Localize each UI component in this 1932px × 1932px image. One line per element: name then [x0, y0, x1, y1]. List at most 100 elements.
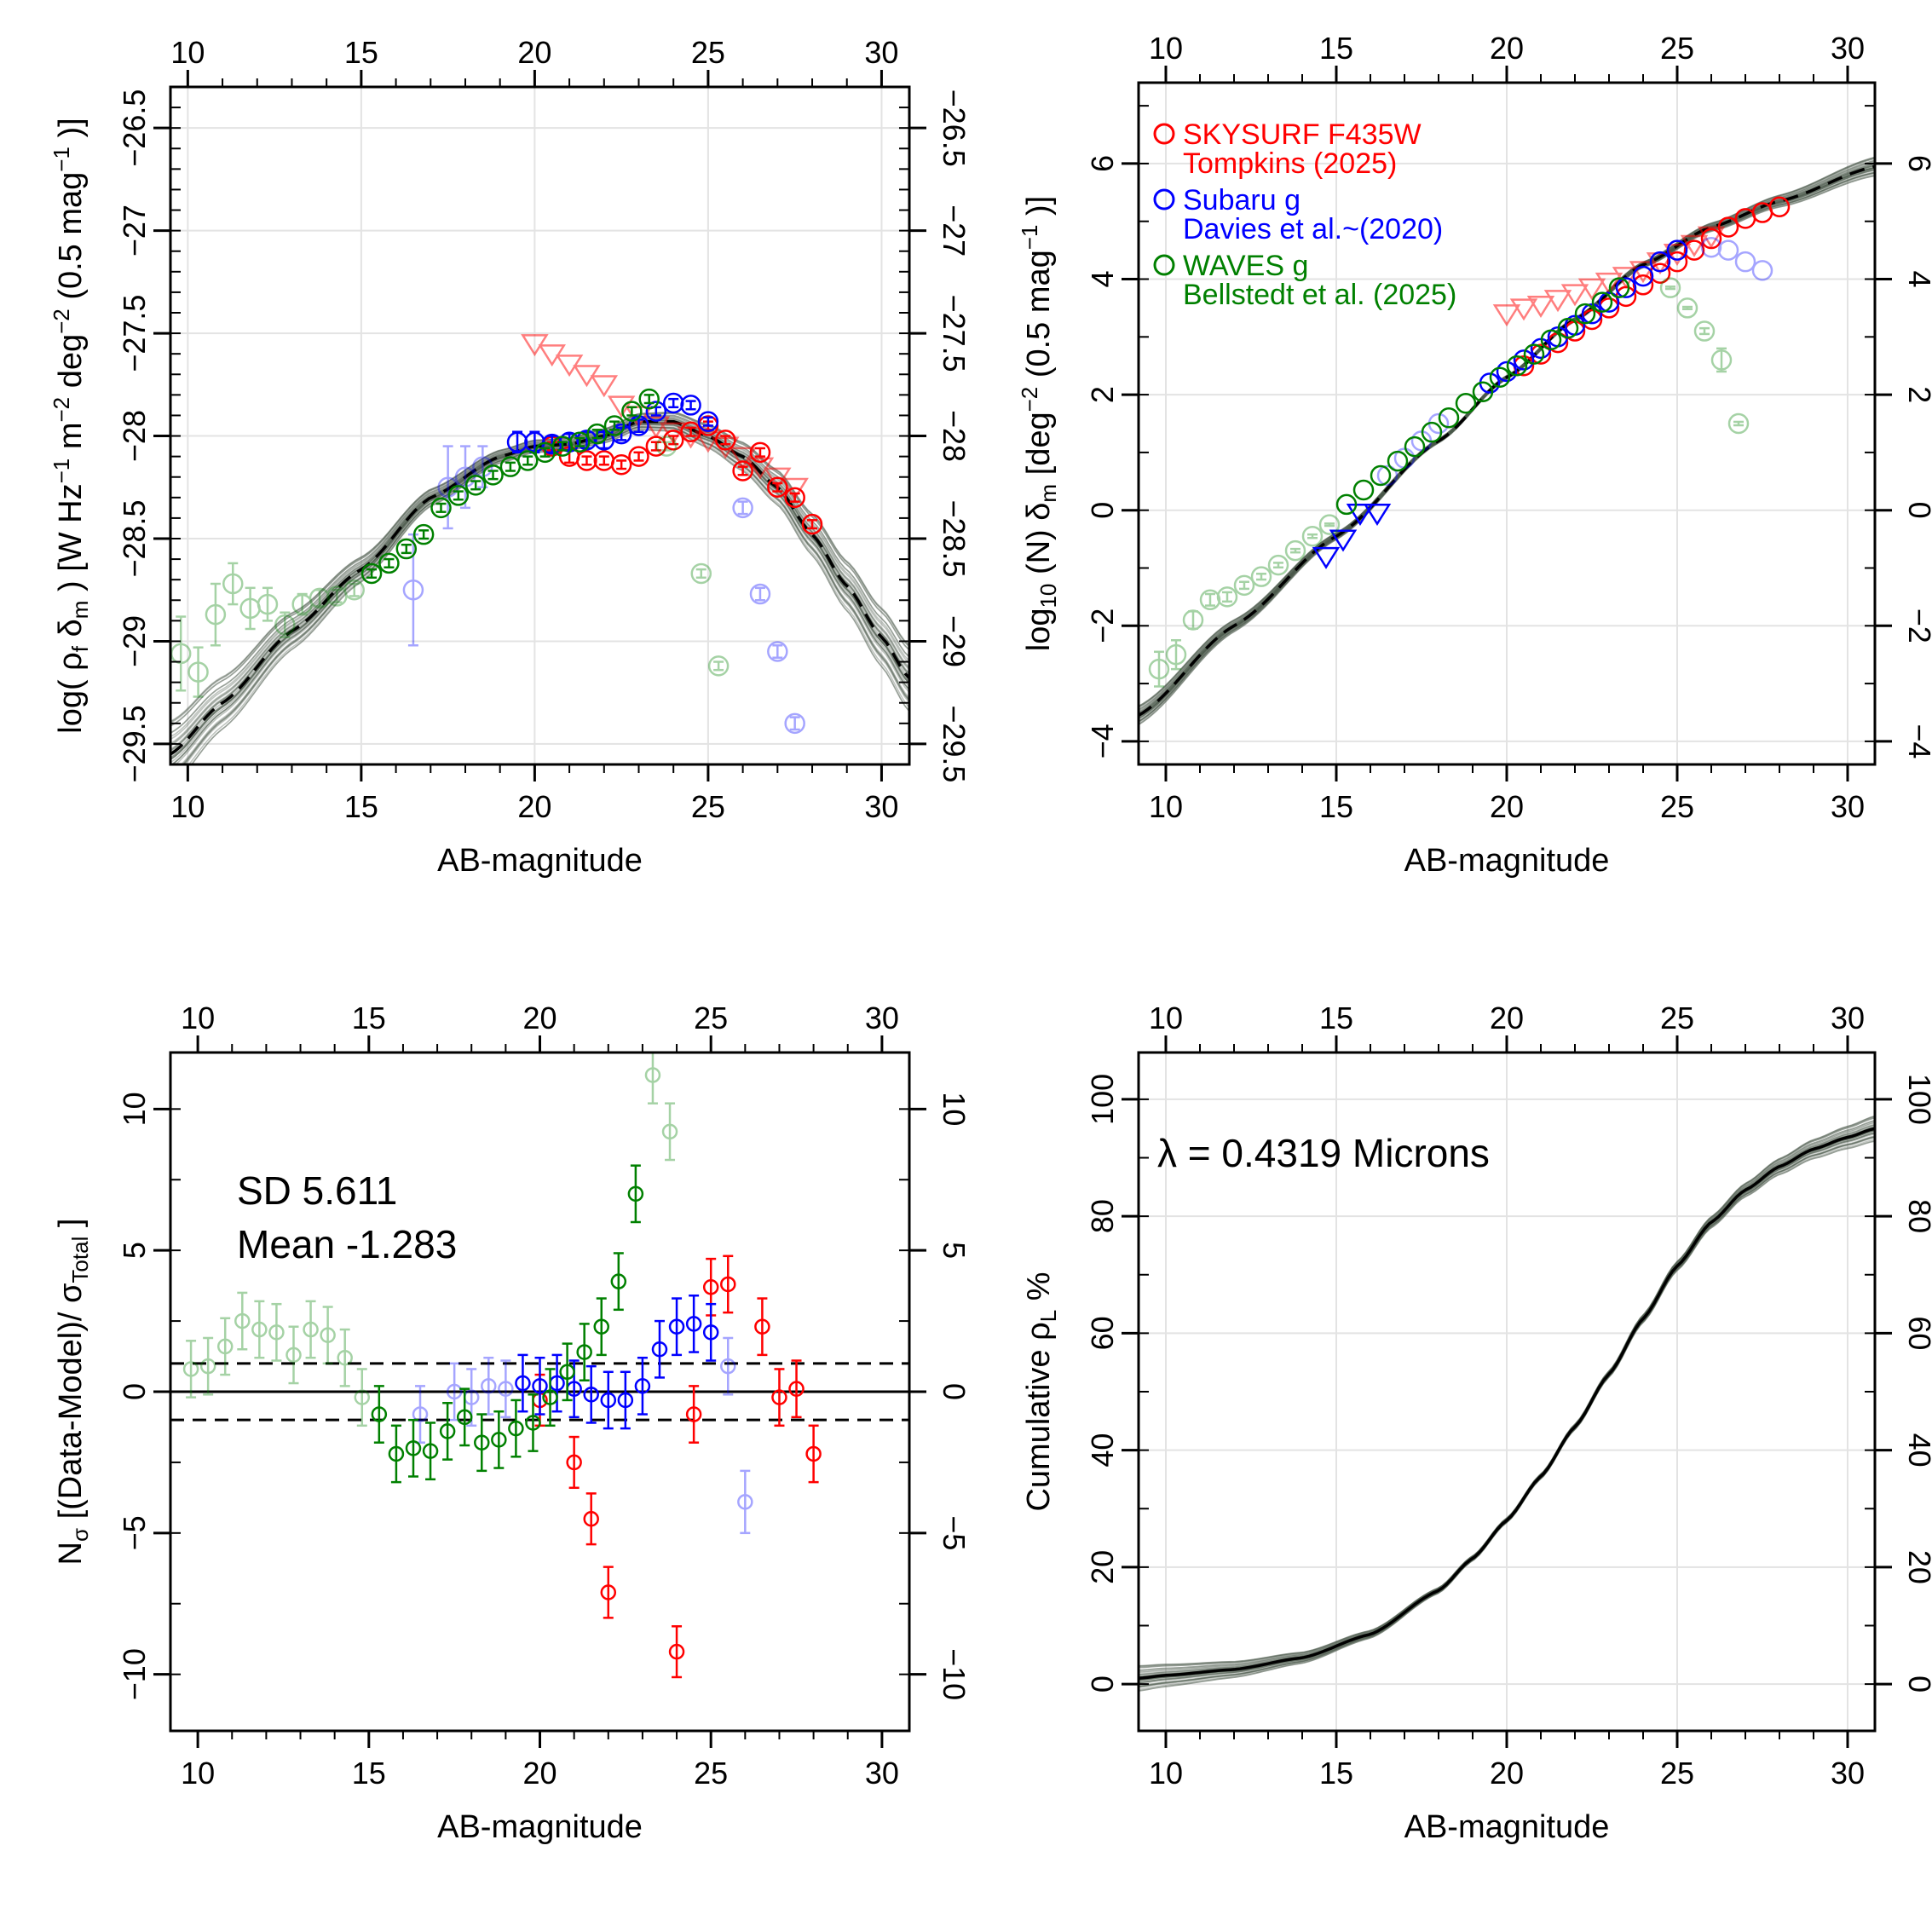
- x-tick-label-top: 10: [170, 35, 205, 70]
- data-point-limit: [781, 477, 809, 500]
- data-point: [634, 1378, 651, 1394]
- x-tick-label: 30: [865, 1756, 899, 1791]
- x-tick-label: 20: [517, 789, 551, 824]
- data-point: [685, 1406, 702, 1422]
- x-tick-label-top: 10: [1149, 31, 1183, 66]
- data-point: [749, 583, 771, 605]
- legend: SKYSURF F435W Tompkins (2025) Subaru g D…: [1153, 118, 1456, 311]
- y-axis-label-part: log: [1021, 608, 1057, 652]
- y-tick-label-right: 5: [937, 1242, 972, 1259]
- y-tick-label: 100: [1085, 1074, 1120, 1125]
- model-median-line: [170, 419, 909, 756]
- y-tick-label: −4: [1085, 724, 1120, 758]
- data-point: [1148, 658, 1170, 680]
- series-waves-g-faint: [1148, 277, 1750, 688]
- legend-label: WAVES g: [1183, 250, 1308, 282]
- legend-label: SKYSURF F435W: [1183, 118, 1422, 151]
- data-point: [628, 446, 649, 467]
- model-curve: [1139, 1115, 1875, 1692]
- legend-label: Subaru g: [1183, 184, 1300, 216]
- data-point: [610, 1273, 627, 1289]
- legend-entry-subaru: Subaru g Davies et al.~(2020): [1153, 184, 1443, 245]
- data-point: [749, 441, 771, 464]
- x-axis-label: AB-magnitude: [1404, 843, 1610, 879]
- data-point: [199, 1358, 216, 1375]
- model-realisation-line: [170, 419, 909, 752]
- data-point: [559, 1364, 575, 1381]
- panel-cumulative-luminosity: 10 10 15 15 20 20 25 25 30 30 0 0 20 20 40 40 60 60 80 80 10…: [1021, 1001, 1932, 1845]
- data-point: [182, 1361, 199, 1377]
- data-point: [1676, 297, 1698, 319]
- y-tick-label: 0: [1085, 1675, 1120, 1693]
- wavelength-annotation: λ = 0.4319 Microns: [1157, 1131, 1490, 1175]
- data-point: [285, 1347, 302, 1364]
- x-axis-label: AB-magnitude: [437, 1809, 643, 1845]
- y-axis-label-part: (N) δ: [1021, 503, 1057, 584]
- y-tick-label: 0: [1085, 502, 1120, 519]
- data-point: [668, 1643, 685, 1660]
- y-tick-label: 0: [117, 1383, 152, 1400]
- data-point: [576, 450, 597, 471]
- model-realisation-line: [170, 419, 909, 750]
- y-tick-label: −5: [117, 1515, 152, 1550]
- data-point: [274, 614, 296, 636]
- data-point: [1632, 265, 1654, 287]
- data-point: [456, 1409, 473, 1426]
- x-tick-label-top: 15: [352, 1001, 386, 1035]
- data-point: [1335, 493, 1358, 516]
- y-axis-label-part: m: [53, 423, 89, 458]
- y-tick-label-right: 2: [1902, 386, 1932, 403]
- y-tick-label: −2: [1085, 608, 1120, 643]
- data-point: [1615, 277, 1637, 298]
- data-point: [1496, 360, 1518, 383]
- model-median-line: [1139, 1127, 1875, 1680]
- x-tick-label-top: 15: [344, 35, 378, 70]
- axis-ticks: 10 10 15 15 20 20 25 25 30 30 −29.5 −29.5 −29 −29 −28.…: [117, 35, 972, 824]
- data-point: [291, 593, 313, 615]
- y-axis-label: Nσ [(Data-Model)/ σTotal ]: [53, 1219, 93, 1566]
- data-point: [690, 562, 712, 585]
- model-realisation-line: [170, 422, 909, 760]
- y-axis-label-part: (0.5 mag: [1021, 250, 1057, 387]
- model-realisation-line: [170, 419, 909, 753]
- model-realisation-line: [170, 422, 909, 761]
- x-tick-label-top: 25: [1660, 1001, 1694, 1035]
- data-point: [1700, 236, 1722, 258]
- y-tick-label-right: 60: [1902, 1316, 1932, 1350]
- data-point: [788, 1381, 805, 1397]
- data-point: [1666, 239, 1688, 261]
- data-point: [508, 1420, 524, 1437]
- model-realisation-line: [184, 426, 909, 764]
- y-axis-label-part: −1: [49, 458, 74, 484]
- axis-ticks: 10 10 15 15 20 20 25 25 30 30 −4 −4 −2 −2 0 0 2 2 4 4 6 6: [1085, 31, 1932, 824]
- data-point-limit: [1363, 504, 1392, 527]
- model-realisation-line: [170, 414, 909, 734]
- x-tick-label: 30: [1831, 789, 1865, 824]
- y-tick-label-right: 0: [937, 1383, 972, 1400]
- x-tick-label-top: 10: [1149, 1001, 1183, 1035]
- x-tick-label: 25: [1660, 789, 1694, 824]
- x-tick-label: 20: [1490, 789, 1524, 824]
- legend-symbol: [1153, 123, 1175, 145]
- data-point: [737, 1494, 753, 1510]
- y-tick-label-right: −27.5: [937, 295, 972, 372]
- x-tick-label: 10: [170, 789, 205, 824]
- data-point-limit: [1509, 298, 1538, 321]
- y-axis-label-part: [(Data-Model)/ σ: [53, 1283, 89, 1528]
- y-axis-label-part: f: [67, 645, 93, 652]
- series-subaru-g: [515, 1294, 719, 1430]
- data-point: [593, 1318, 609, 1335]
- model-realisation-line: [1139, 1116, 1875, 1667]
- data-point: [205, 603, 227, 626]
- model-realisation-line: [170, 411, 909, 723]
- series-waves-g-faint: [182, 1053, 678, 1427]
- axis-ticks: 10 10 15 15 20 20 25 25 30 30 0 0 20 20 40 40 60 60 80 80 10…: [1085, 1001, 1932, 1791]
- y-axis-label-part: )]: [53, 118, 89, 147]
- y-axis-label-part: Cumulative ρ: [1021, 1322, 1057, 1511]
- series-waves-g: [1335, 277, 1630, 516]
- data-point: [662, 392, 684, 414]
- data-points: [170, 334, 823, 735]
- data-point-limit: [1595, 272, 1623, 295]
- y-tick-label: 80: [1085, 1199, 1120, 1233]
- y-axis-label-part: N: [53, 1542, 89, 1565]
